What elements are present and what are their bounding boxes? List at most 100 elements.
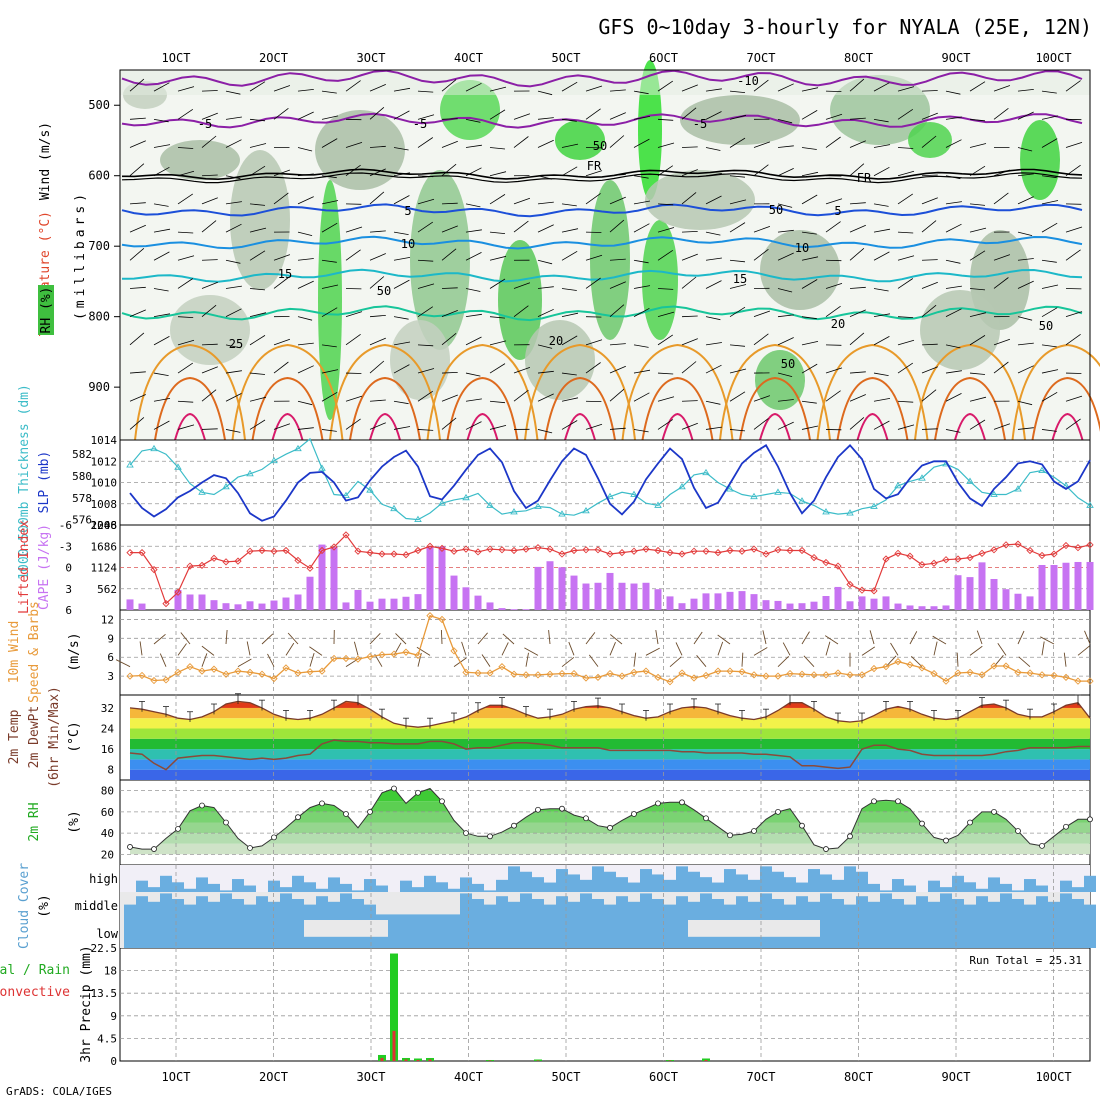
slp-tick: 1014 — [91, 434, 118, 447]
cape-bar — [511, 609, 518, 610]
cape-bar — [247, 601, 254, 610]
cloud-cell — [424, 920, 436, 948]
cloud-cell — [256, 920, 268, 948]
rh-point — [608, 825, 613, 830]
cape-bar — [1051, 565, 1058, 610]
wind10m-label: 10m Wind — [7, 621, 22, 684]
cloud-cell — [160, 920, 172, 948]
cloud-cell — [904, 886, 916, 892]
pressure-tick-label: 800 — [88, 310, 110, 324]
precip-tick: 13.5 — [91, 987, 118, 1000]
cape-bar — [559, 567, 566, 610]
cloud-cell — [1048, 902, 1060, 920]
contour-label: -5 — [198, 117, 212, 131]
rh-point — [992, 809, 997, 814]
cloud-cell — [136, 896, 148, 920]
rh-tick: 20 — [101, 848, 114, 861]
contour-label: 50 — [1039, 319, 1053, 333]
cloud-cell — [268, 920, 280, 948]
cloud-cell — [808, 937, 820, 948]
cloud-cell — [940, 887, 952, 892]
cloud-cell — [880, 890, 892, 892]
contour-label: 5 — [834, 204, 841, 218]
cloud-cell — [592, 899, 604, 920]
slp-label: SLP (mb) — [37, 451, 52, 514]
cloud-cell — [484, 890, 496, 892]
cape-bar — [703, 593, 710, 610]
cape-bar — [595, 583, 602, 610]
cape-bar — [811, 602, 818, 610]
cloud-cell — [172, 882, 184, 892]
cloud-level-label: high — [89, 872, 118, 886]
cloud-cell — [568, 874, 580, 892]
date-label-top: 2OCT — [259, 51, 288, 65]
cloud-cell — [1024, 879, 1036, 892]
cloud-cell — [184, 889, 196, 892]
cloud-cell — [616, 920, 628, 948]
rh-shading — [908, 122, 952, 158]
cloud-cell — [832, 880, 844, 892]
cloud-cell — [496, 880, 508, 892]
temp-tick: 32 — [101, 702, 114, 715]
cloud-cell — [184, 920, 196, 948]
cloud-cell — [1036, 886, 1048, 892]
cloud-cell — [472, 899, 484, 920]
cape-bar — [1015, 594, 1022, 610]
rh-shading — [120, 70, 1090, 95]
cloud-cell — [364, 937, 376, 948]
wind-speed-barbs-label: Speed & Barbs — [27, 601, 42, 703]
temp-band — [120, 739, 1090, 749]
cloud-cell — [724, 905, 736, 920]
cape-bar — [343, 602, 350, 610]
cape-bar — [139, 604, 146, 610]
cape-bar — [391, 599, 398, 610]
cloud-cell — [136, 881, 148, 892]
wind-tick: 3 — [107, 670, 114, 683]
cloud-cell — [268, 881, 280, 892]
cloud-cell — [484, 905, 496, 920]
cloud-cell — [448, 889, 460, 892]
cloud-cell — [520, 893, 532, 920]
rh-point — [968, 820, 973, 825]
cloud-cell — [880, 920, 892, 948]
cloud-cell — [1024, 920, 1036, 948]
rh-shading — [1020, 120, 1060, 200]
cape-bar — [691, 599, 698, 610]
cape-bar — [1003, 589, 1010, 610]
cloud-cell — [964, 920, 976, 948]
cloud-cell — [604, 920, 616, 948]
cloud-cell — [580, 880, 592, 892]
date-label-top: 6OCT — [649, 51, 678, 65]
cloud-cell — [916, 920, 928, 948]
cape-bar — [763, 600, 770, 610]
cape-bar — [211, 600, 218, 610]
cloud-cell — [1072, 920, 1084, 948]
cape-bar — [979, 562, 986, 610]
rh-point — [272, 835, 277, 840]
cape-bar — [871, 599, 878, 610]
cloud-cell — [340, 884, 352, 892]
cape-bar — [199, 594, 206, 610]
cape-bar — [499, 608, 506, 610]
cloud-cell — [376, 886, 388, 892]
cape-bar — [1027, 596, 1034, 610]
rh-point — [512, 823, 517, 828]
rh-point — [680, 800, 685, 805]
rh-shading — [920, 290, 1000, 370]
cloud-cell — [868, 884, 880, 892]
cape-bar — [1039, 565, 1046, 610]
cloud-cell — [508, 902, 520, 920]
cloud-cell — [1036, 920, 1048, 948]
cloud-cell — [448, 914, 460, 920]
cloud-cell — [580, 920, 592, 948]
rh-point — [896, 799, 901, 804]
cloud-cell — [340, 937, 352, 948]
rh-point — [320, 801, 325, 806]
rh-point — [368, 809, 373, 814]
cloud-cell — [892, 879, 904, 892]
cape-bar — [619, 583, 626, 610]
cloud-cell — [1024, 905, 1036, 920]
cloud-cell — [628, 883, 640, 892]
